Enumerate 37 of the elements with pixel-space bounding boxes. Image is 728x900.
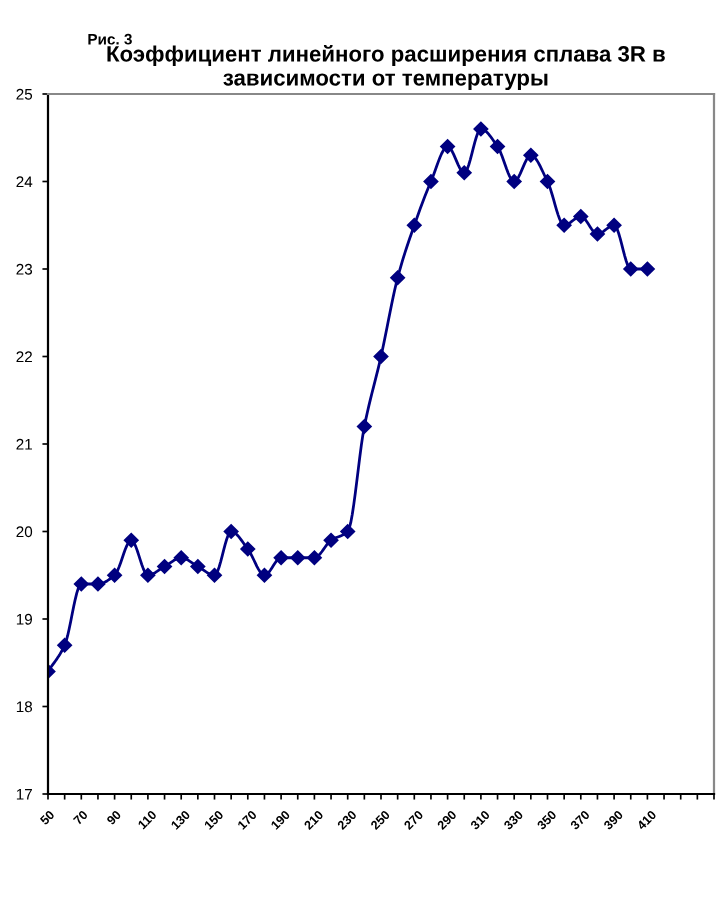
point — [223, 524, 239, 539]
point — [323, 532, 339, 548]
point — [606, 217, 622, 233]
point — [257, 567, 272, 583]
point — [307, 550, 322, 566]
point — [273, 550, 289, 566]
point — [407, 217, 422, 233]
point — [640, 261, 655, 277]
point — [390, 270, 405, 286]
point — [173, 550, 189, 566]
point — [207, 567, 222, 583]
point — [473, 121, 489, 137]
point — [107, 567, 122, 583]
point — [490, 139, 505, 154]
point — [423, 174, 439, 189]
point — [357, 419, 372, 434]
point — [506, 174, 522, 189]
point — [290, 550, 306, 566]
point — [90, 576, 106, 592]
point — [123, 532, 139, 548]
point — [74, 576, 89, 592]
point — [556, 217, 572, 233]
point — [523, 147, 539, 163]
point — [540, 174, 555, 189]
point — [240, 541, 256, 557]
point — [140, 567, 156, 583]
point — [456, 165, 472, 181]
point — [57, 637, 72, 653]
point — [623, 261, 639, 277]
point — [340, 524, 355, 539]
point — [440, 139, 455, 154]
chart-title: Коэффициент линейного расширения сплава 3R в зависимости от температуры — [107, 44, 665, 91]
point — [373, 349, 389, 364]
point — [190, 559, 206, 574]
point — [157, 559, 172, 574]
point — [573, 209, 589, 224]
point — [590, 226, 605, 242]
